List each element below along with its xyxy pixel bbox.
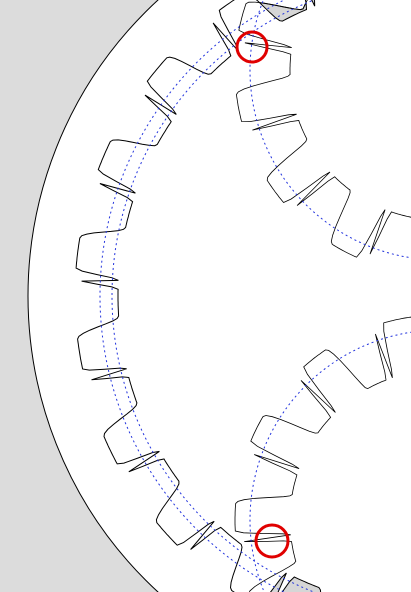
pitch-circle-top — [249, 0, 411, 259]
gear-shapes — [75, 0, 411, 592]
pinion-top-overlap — [236, 0, 411, 258]
contact-marker — [254, 523, 290, 559]
pitch-circle-outer — [99, 0, 286, 592]
pitch-circle-bottom — [249, 331, 411, 592]
pinion-bottom-overlap — [234, 316, 411, 592]
ring-teeth — [75, 0, 411, 592]
contact-marker — [235, 30, 269, 64]
